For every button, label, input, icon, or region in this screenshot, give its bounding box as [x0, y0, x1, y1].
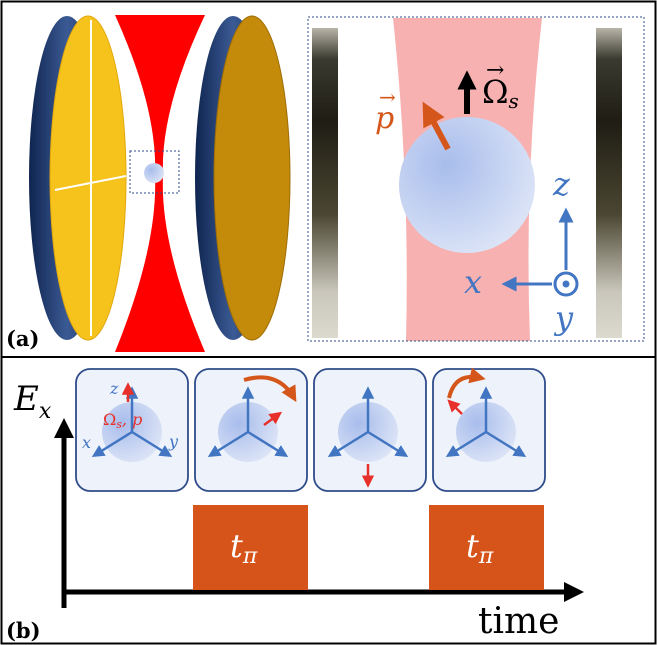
- nanoparticle: [144, 163, 164, 183]
- p-arrow: [422, 101, 451, 151]
- box1-axis-y: y: [168, 432, 179, 451]
- particle-zoom: [399, 117, 535, 253]
- box1-axis-z: z: [109, 379, 119, 398]
- axis-z-label: z: [552, 165, 571, 203]
- zoom-box: [129, 150, 180, 194]
- svg-text:tπ: tπ: [230, 527, 258, 569]
- right-mirror-edge: [596, 28, 622, 338]
- box1-vector-label: Ωs, p: [103, 410, 142, 431]
- cavity-illustration: [29, 15, 291, 352]
- p-vector-accent: →: [379, 85, 396, 109]
- time-axis-label: time: [478, 601, 559, 642]
- orientation-box-3: [313, 368, 427, 492]
- axes-triad: z x y: [464, 165, 579, 337]
- pulse-2: tπ: [429, 505, 544, 590]
- p-label: p: [375, 101, 394, 136]
- panel-b-label: (b): [6, 618, 41, 643]
- orientation-box-2: [194, 368, 308, 492]
- pulse-1: tπ: [193, 505, 308, 590]
- laser-beam: [115, 15, 205, 352]
- svg-text:tπ: tπ: [466, 527, 494, 569]
- left-mirror-edge: [312, 28, 338, 338]
- panel-a-label: (a): [6, 326, 39, 351]
- omega-vector-accent: →: [486, 58, 504, 83]
- left-mirror: [29, 15, 127, 341]
- omega-label: Ωs: [482, 73, 519, 113]
- orientation-box-4: [432, 367, 546, 492]
- ex-axis-label: Ex: [13, 379, 52, 424]
- zoom-inset: Ωs → p → z x y: [307, 16, 645, 342]
- box1-axis-x: x: [82, 433, 91, 452]
- right-mirror: [195, 15, 291, 341]
- orientation-box-1: z x y Ωs, p: [75, 368, 189, 492]
- axis-x-label: x: [464, 263, 482, 301]
- axis-y-label: y: [553, 299, 574, 337]
